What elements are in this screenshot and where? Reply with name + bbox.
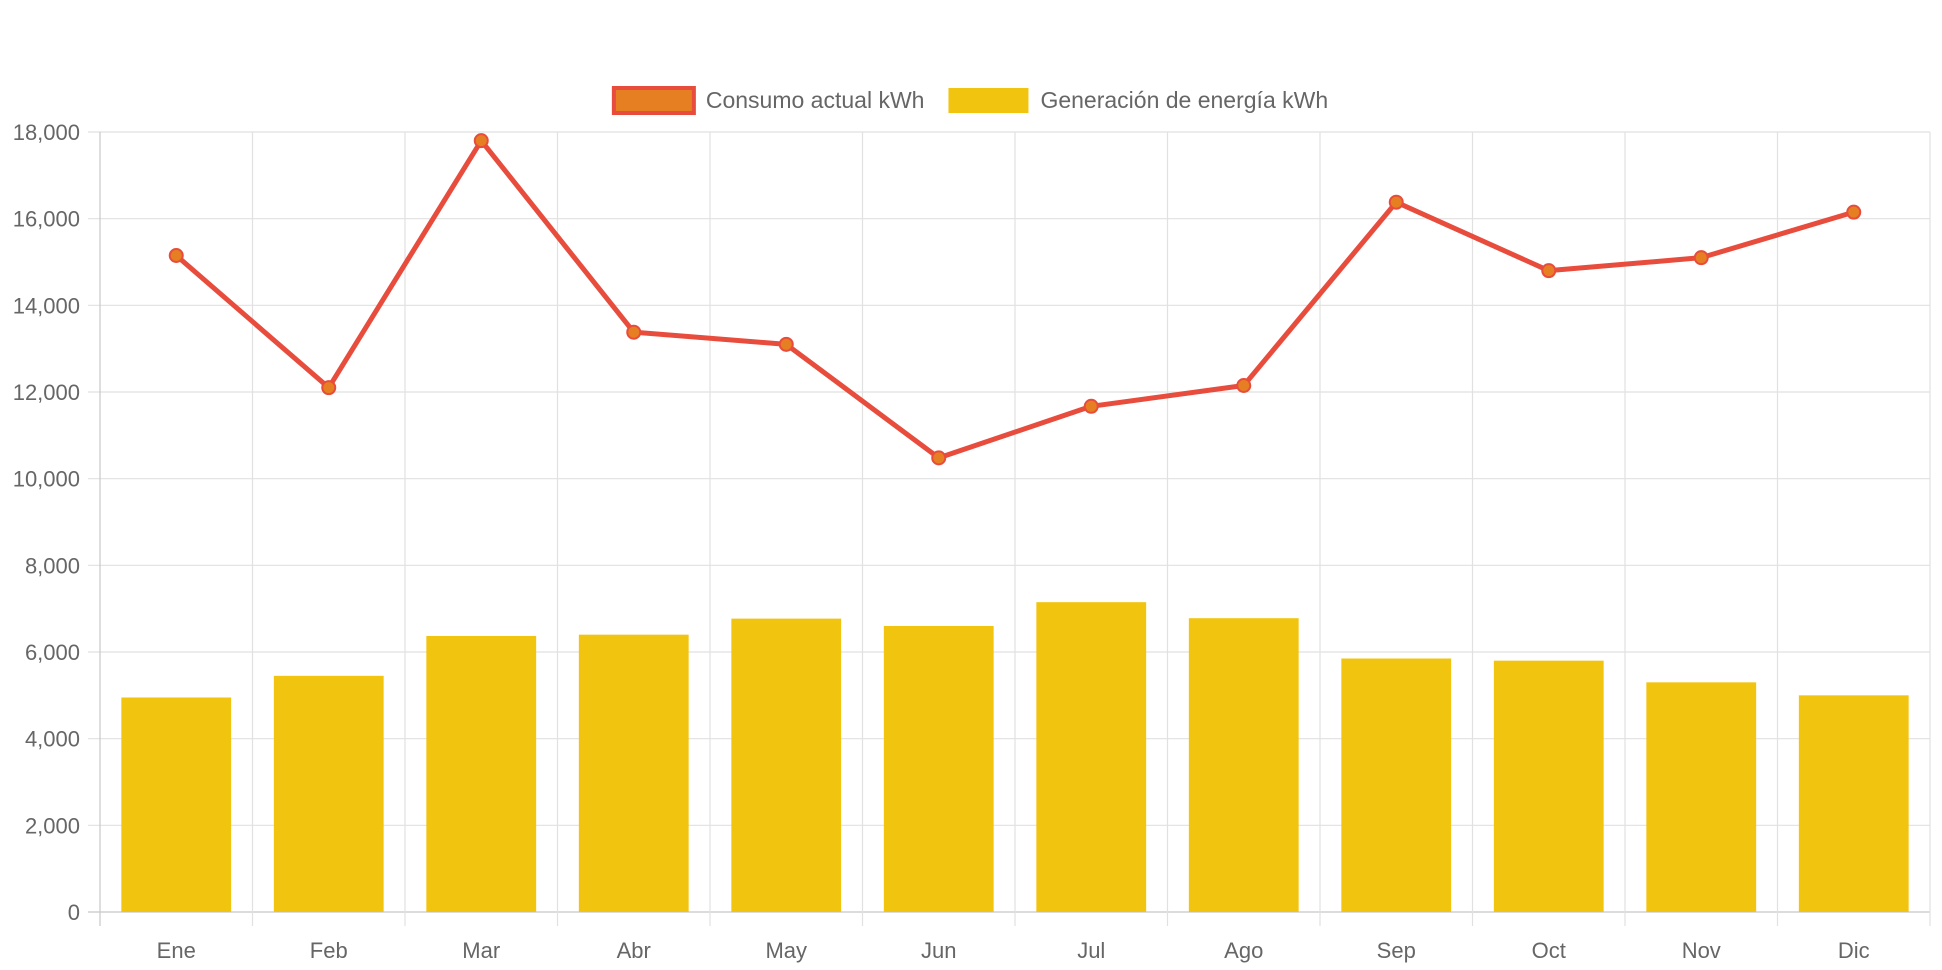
legend-label: Consumo actual kWh	[706, 87, 925, 113]
point-sep	[1388, 194, 1404, 210]
y-tick-label: 2,000	[25, 813, 80, 838]
line-series-consumo	[168, 133, 1862, 466]
x-tick-label: Ene	[157, 938, 196, 963]
x-tick-label: Feb	[310, 938, 348, 963]
bar-ene	[121, 697, 232, 912]
x-tick-label: Jun	[921, 938, 956, 963]
point-jul	[1083, 398, 1099, 414]
point-feb	[321, 380, 337, 396]
bar-sep	[1341, 658, 1452, 912]
bar-ago	[1188, 618, 1299, 912]
x-tick-label: Jul	[1077, 938, 1105, 963]
y-tick-label: 12,000	[13, 380, 80, 405]
x-tick-label: May	[765, 938, 807, 963]
y-tick-label: 18,000	[13, 120, 80, 145]
x-tick-label: Nov	[1682, 938, 1721, 963]
legend-label: Generación de energía kWh	[1040, 87, 1328, 113]
x-axis: Ene Feb Mar Abr May Jun Jul Ago Sep Oct Nov Dic	[157, 938, 1870, 963]
x-tick-label: Ago	[1224, 938, 1263, 963]
y-tick-label: 14,000	[13, 293, 80, 318]
y-tick-label: 16,000	[13, 207, 80, 232]
point-may	[778, 336, 794, 352]
x-tick-label: Oct	[1532, 938, 1566, 963]
grid	[88, 131, 1931, 926]
y-axis: 0 2,000 4,000 6,000 8,000 10,000 12,000 14,000 1…	[13, 120, 80, 925]
point-ene	[168, 248, 184, 263]
legend-swatch	[611, 86, 696, 115]
bar-mar	[426, 635, 537, 912]
point-jun	[931, 450, 947, 466]
point-oct	[1541, 263, 1557, 279]
legend-swatch	[948, 88, 1029, 113]
legend-item-consumo[interactable]: Consumo actual kWh	[611, 86, 925, 115]
point-mar	[473, 133, 489, 149]
legend: Consumo actual kWh Generación de energía …	[611, 86, 1328, 115]
y-tick-label: 8,000	[25, 553, 80, 578]
bar-dic	[1798, 695, 1909, 912]
bar-may	[731, 618, 842, 912]
bar-series-generacion	[121, 602, 1909, 912]
x-tick-label: Mar	[462, 938, 500, 963]
x-tick-label: Dic	[1838, 938, 1870, 963]
bar-jul	[1036, 602, 1147, 912]
bar-nov	[1646, 682, 1757, 912]
point-ago	[1236, 378, 1252, 393]
bar-jun	[883, 626, 994, 912]
x-tick-label: Sep	[1377, 938, 1416, 963]
bar-abr	[578, 634, 689, 912]
y-tick-label: 4,000	[25, 727, 80, 752]
point-nov	[1693, 250, 1709, 266]
consumo-line	[173, 138, 1857, 461]
x-tick-label: Abr	[617, 938, 651, 963]
bar-feb	[273, 675, 384, 912]
point-abr	[626, 324, 642, 340]
y-tick-label: 6,000	[25, 640, 80, 665]
point-dic	[1846, 204, 1862, 220]
y-tick-label: 0	[68, 900, 80, 925]
bar-oct	[1493, 660, 1604, 912]
legend-item-generacion[interactable]: Generación de energía kWh	[948, 87, 1328, 113]
y-tick-label: 10,000	[13, 467, 80, 492]
